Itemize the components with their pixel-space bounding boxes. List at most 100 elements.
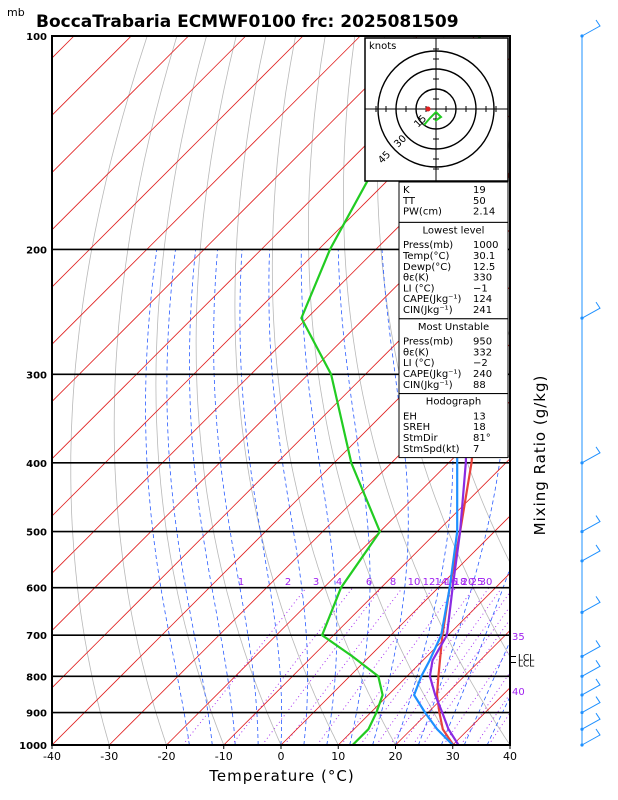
isotherm-line	[52, 36, 476, 460]
indices-row-label: StmDir	[403, 433, 438, 444]
pressure-tick-label: 400	[26, 459, 47, 470]
moist-adiabat-line	[188, 249, 236, 745]
chart-title: BoccaTrabaria ECMWF0100 frc: 2025081509	[36, 12, 459, 32]
hodograph-trace	[423, 110, 443, 126]
indices-row-label: LI (°C)	[403, 283, 435, 294]
moist-adiabat-line	[239, 249, 282, 745]
wind-barb	[581, 596, 601, 613]
temperature-tick-label: 40	[503, 750, 517, 763]
wind-barb	[581, 544, 601, 562]
wind-barb	[581, 660, 601, 677]
isotherm-line	[223, 458, 510, 745]
indices-table: K 19 TT 50 PW(cm) 2.14 Lowest level Press(mb) 10…	[398, 181, 509, 459]
lcl-label: LCL	[518, 659, 534, 669]
mixing-ratio-label: 40	[512, 687, 525, 698]
indices-row-label: PW(cm)	[403, 207, 442, 218]
indices-section-title: Lowest level	[423, 225, 485, 236]
wind-barb-column	[580, 19, 601, 747]
temperature-tick-label: 10	[331, 750, 345, 763]
mixing-ratio-label: 4	[336, 577, 342, 588]
indices-row-value: 7	[473, 444, 479, 455]
mixing-ratio-label: 2	[285, 577, 291, 588]
isotherm-line	[52, 36, 247, 231]
mixing-ratio-label: 1	[238, 577, 244, 588]
indices-row-value: 950	[473, 337, 492, 348]
indices-row-value: 1000	[473, 240, 498, 251]
mixing-ratio-line	[488, 712, 510, 745]
mixing-ratio-label: 35	[512, 632, 525, 643]
indices-row-label: SREH	[403, 422, 430, 433]
temperature-tick-label: -40	[43, 750, 61, 763]
indices-row-value: −1	[473, 283, 488, 294]
dry-adiabat-line	[113, 36, 178, 745]
isotherm-line	[52, 36, 361, 345]
pressure-tick-label: 500	[26, 528, 47, 539]
wind-barb	[581, 678, 601, 696]
indices-row-value: 81°	[473, 433, 491, 444]
dry-adiabat-line	[308, 36, 454, 745]
indices-row-value: 332	[473, 347, 492, 358]
wind-barb	[581, 515, 601, 533]
wind-barb	[581, 728, 601, 746]
isotherm-line	[509, 744, 510, 745]
dry-adiabat-line	[592, 36, 618, 745]
indices-row-label: LI (°C)	[403, 358, 435, 369]
indices-row-value: 2.14	[473, 207, 495, 218]
indices-row-label: StmSpd(kt)	[403, 444, 460, 455]
indices-row-value: 240	[473, 369, 492, 380]
isotherm-line	[280, 515, 510, 745]
isotherm-line	[52, 36, 132, 116]
indices-row-value: 124	[473, 294, 492, 305]
mixing-ratio-label: 8	[390, 577, 396, 588]
indices-row-value: 330	[473, 273, 492, 284]
indices-row-value: 30.1	[473, 251, 495, 262]
dry-adiabat-line	[562, 36, 618, 745]
indices-row-label: CIN(Jkg⁻¹)	[403, 380, 453, 391]
pressure-tick-label: 800	[26, 672, 47, 683]
dewpoint-profile-line	[300, 36, 482, 745]
indices-row-value: −2	[473, 358, 488, 369]
unit-mb-label: mb	[7, 6, 25, 19]
isotherm-line	[337, 572, 510, 745]
indices-section-box	[398, 221, 509, 320]
wind-barb	[581, 446, 601, 464]
indices-section-title: Most Unstable	[418, 322, 489, 333]
indices-row-value: 88	[473, 380, 486, 391]
hodograph-knots-label: knots	[369, 41, 396, 52]
indices-row-label: EH	[403, 411, 417, 422]
mixing-ratio-label: 20	[462, 577, 475, 588]
isotherm-line	[52, 171, 510, 632]
dry-adiabat-line	[195, 36, 282, 745]
pressure-tick-label: 900	[26, 709, 47, 720]
mixing-ratio-label: 10	[408, 577, 421, 588]
mixing-ratio-label: 18	[454, 577, 467, 588]
mixing-ratio-line	[261, 587, 382, 745]
pressure-tick-label: 1000	[19, 741, 47, 752]
isotherm-line	[52, 36, 189, 174]
dry-adiabat-line	[376, 36, 510, 658]
isotherm-line	[52, 36, 418, 403]
mixing-ratio-line	[412, 605, 510, 745]
mixing-ratio-label: 12	[423, 577, 436, 588]
dry-adiabat-line	[70, 36, 148, 745]
indices-row-label: CIN(Jkg⁻¹)	[403, 305, 453, 316]
mixing-ratio-label: 14	[435, 577, 448, 588]
dry-adiabat-line	[342, 36, 510, 745]
pressure-tick-label: 100	[26, 32, 47, 43]
moist-adiabat-line	[166, 249, 213, 745]
isotherm-line	[166, 400, 510, 745]
storm-motion-marker	[425, 106, 431, 112]
x-axis-label: Temperature (°C)	[208, 767, 354, 785]
pressure-tick-label: 700	[26, 631, 47, 642]
indices-row-value: 241	[473, 305, 492, 316]
indices-row-value: 13	[473, 411, 486, 422]
indices-section-box	[398, 393, 509, 459]
indices-section-box	[398, 181, 509, 223]
mixing-ratio-label: 25	[471, 577, 484, 588]
indices-row-label: CAPE(Jkg⁻¹)	[403, 294, 461, 305]
moist-adiabat-line	[213, 249, 259, 745]
pressure-tick-label: 200	[26, 245, 47, 256]
